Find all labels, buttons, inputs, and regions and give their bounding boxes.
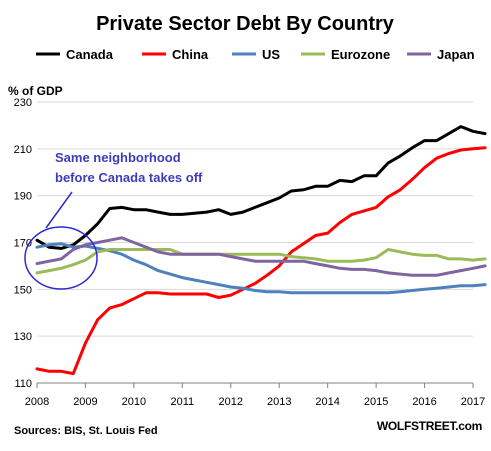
x-tick-label-2013: 2013: [267, 396, 291, 408]
legend-label-eurozone: Eurozone: [331, 47, 390, 62]
x-tick-label-2015: 2015: [364, 396, 388, 408]
legend-label-japan: Japan: [437, 47, 475, 62]
annotation-circle: [24, 226, 98, 290]
annotation-line2: before Canada takes off: [55, 170, 203, 185]
annotation-line1: Same neighborhood: [55, 150, 181, 165]
x-tick-label-2016: 2016: [412, 396, 436, 408]
y-tick-label-190: 190: [14, 191, 32, 203]
brand-watermark: WOLFSTREET.com: [377, 419, 482, 433]
x-tick-label-2011: 2011: [171, 396, 195, 408]
annotation-pointer: [45, 191, 73, 229]
legend-label-canada: Canada: [66, 47, 114, 62]
y-tick-label-150: 150: [14, 284, 32, 296]
series-lines: [35, 125, 487, 376]
source-note: Sources: BIS, St. Louis Fed: [14, 425, 158, 437]
x-tick-label-2014: 2014: [315, 396, 339, 408]
x-tick-label-2017: 2017: [461, 396, 485, 408]
y-tick-label-230: 230: [14, 97, 32, 109]
y-tick-label-130: 130: [14, 331, 32, 343]
chart-title: Private Sector Debt By Country: [96, 13, 395, 35]
series-line-china: [35, 146, 487, 376]
x-tick-label-2009: 2009: [73, 396, 97, 408]
legend-label-china: China: [172, 47, 209, 62]
legend-label-us: US: [262, 47, 280, 62]
x-tick-label-2012: 2012: [219, 396, 243, 408]
y-tick-label-210: 210: [14, 144, 32, 156]
y-tick-label-110: 110: [14, 378, 32, 390]
y-axis-label: % of GDP: [8, 84, 63, 98]
x-tick-label-2010: 2010: [122, 396, 146, 408]
legend: Canada China US Eurozone Japan: [36, 47, 475, 62]
series-line-canada: [35, 125, 487, 250]
series-line-japan: [35, 236, 487, 277]
x-tick-label-2008: 2008: [25, 396, 49, 408]
series-line-us: [35, 242, 487, 295]
annotation: Same neighborhood before Canada takes of…: [24, 150, 203, 290]
series-line-eurozone: [35, 248, 487, 275]
